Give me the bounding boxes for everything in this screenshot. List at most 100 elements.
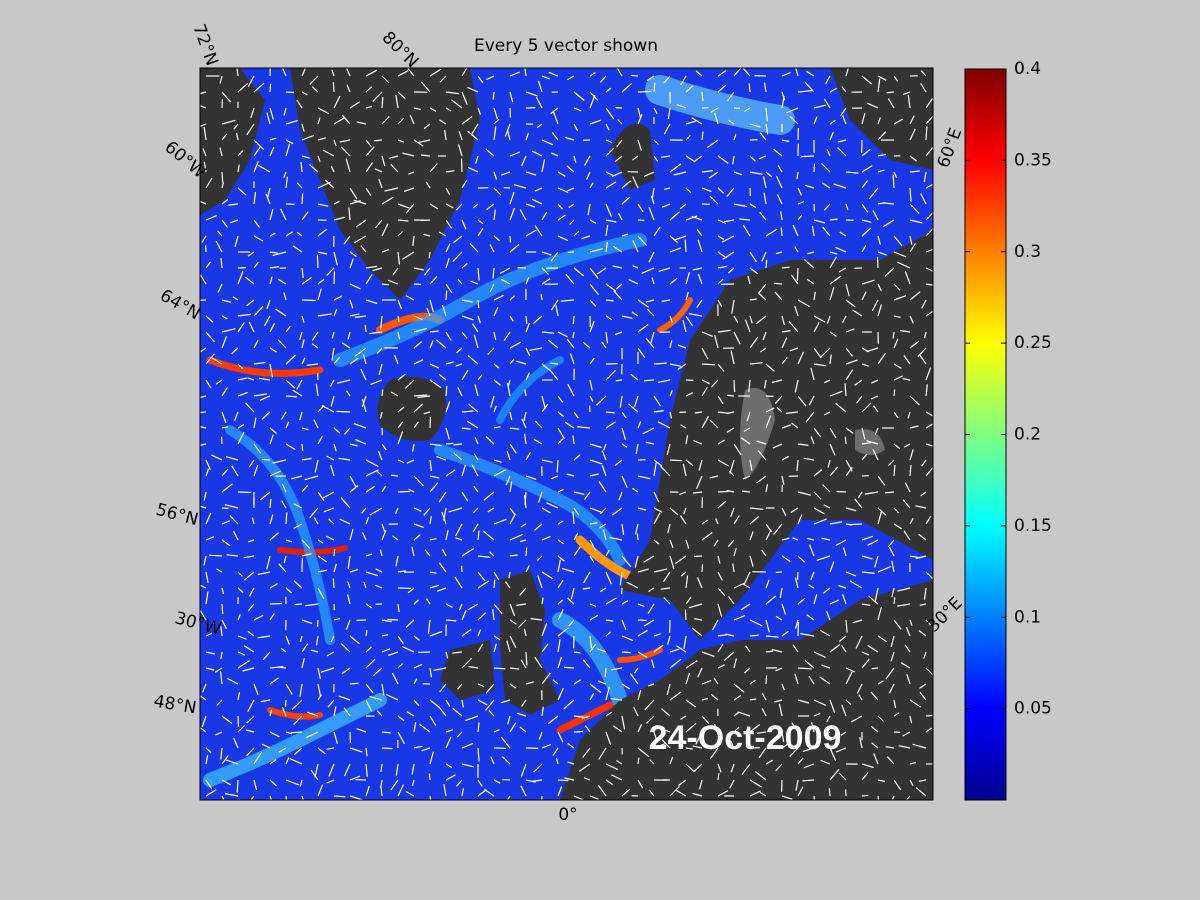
vector [765, 228, 778, 237]
vector [925, 466, 933, 477]
vector [673, 171, 687, 176]
vector [674, 235, 687, 241]
vector [717, 500, 727, 509]
vector [291, 699, 303, 711]
vector [765, 363, 775, 372]
vector [610, 698, 623, 701]
vector [445, 385, 448, 397]
vector [301, 193, 304, 205]
vector [829, 644, 841, 653]
vector [200, 426, 207, 429]
vector [838, 584, 847, 589]
vector [696, 229, 703, 237]
vector [797, 187, 803, 196]
vector [493, 667, 506, 670]
vector [285, 176, 288, 189]
vector [589, 473, 599, 477]
vector [552, 679, 559, 685]
vector [743, 571, 751, 585]
vector [325, 535, 335, 541]
vector [637, 299, 650, 308]
vector [370, 379, 383, 386]
vector [493, 294, 504, 301]
vector [361, 507, 367, 514]
vector [566, 165, 575, 173]
vector [605, 181, 617, 189]
vector [473, 453, 479, 461]
vector [877, 75, 887, 81]
vector [269, 470, 281, 477]
vector [390, 163, 399, 173]
vector [557, 488, 564, 493]
vector [221, 483, 233, 493]
graticule-label: 72°N [188, 21, 221, 68]
vector [781, 315, 785, 326]
vector [605, 87, 612, 93]
vector [349, 283, 361, 290]
vector [845, 299, 856, 308]
vector [237, 377, 247, 381]
vector [805, 184, 815, 189]
vector [693, 440, 703, 445]
vector [365, 763, 368, 777]
vector [301, 427, 309, 431]
vector [477, 779, 483, 787]
vector [845, 283, 850, 297]
vector [221, 336, 228, 349]
vector [237, 431, 245, 445]
vector [821, 664, 831, 669]
vector [285, 635, 290, 645]
vector [763, 82, 767, 93]
vector [717, 251, 727, 259]
vector [806, 614, 815, 621]
vector [599, 75, 607, 83]
vector [525, 779, 536, 783]
vector [237, 150, 244, 157]
vector [621, 196, 631, 205]
vector [541, 672, 551, 685]
vector [525, 171, 537, 176]
vector [692, 792, 703, 797]
vector [221, 171, 224, 183]
vector [467, 86, 479, 93]
vector [333, 95, 341, 109]
vector [589, 182, 594, 189]
vector [872, 449, 879, 461]
vector [692, 267, 703, 271]
vector [317, 491, 325, 501]
vector [669, 340, 673, 349]
vector [490, 395, 495, 408]
vector [823, 203, 831, 211]
vector [467, 166, 479, 173]
vector [301, 277, 312, 285]
vector [441, 511, 447, 525]
vector [728, 119, 735, 125]
vector [605, 619, 614, 622]
vector [733, 582, 746, 589]
vector [221, 520, 231, 525]
vector [661, 708, 671, 717]
vector [374, 219, 383, 229]
vector [781, 139, 790, 143]
vector [360, 368, 367, 381]
vector [717, 278, 724, 285]
vector [216, 568, 223, 573]
vector [615, 379, 623, 382]
vector [263, 315, 271, 327]
vector [605, 171, 615, 177]
vector [549, 369, 559, 381]
vector [326, 455, 335, 461]
vector [679, 491, 687, 496]
vector [285, 779, 300, 786]
vector [629, 672, 639, 685]
vector [509, 315, 514, 322]
vector [749, 362, 763, 365]
vector [429, 538, 437, 541]
vector [605, 331, 609, 344]
vector [918, 353, 927, 365]
vector [797, 299, 810, 308]
vector [568, 619, 575, 627]
vector [457, 683, 463, 690]
vector [891, 587, 895, 598]
vector [445, 729, 454, 733]
